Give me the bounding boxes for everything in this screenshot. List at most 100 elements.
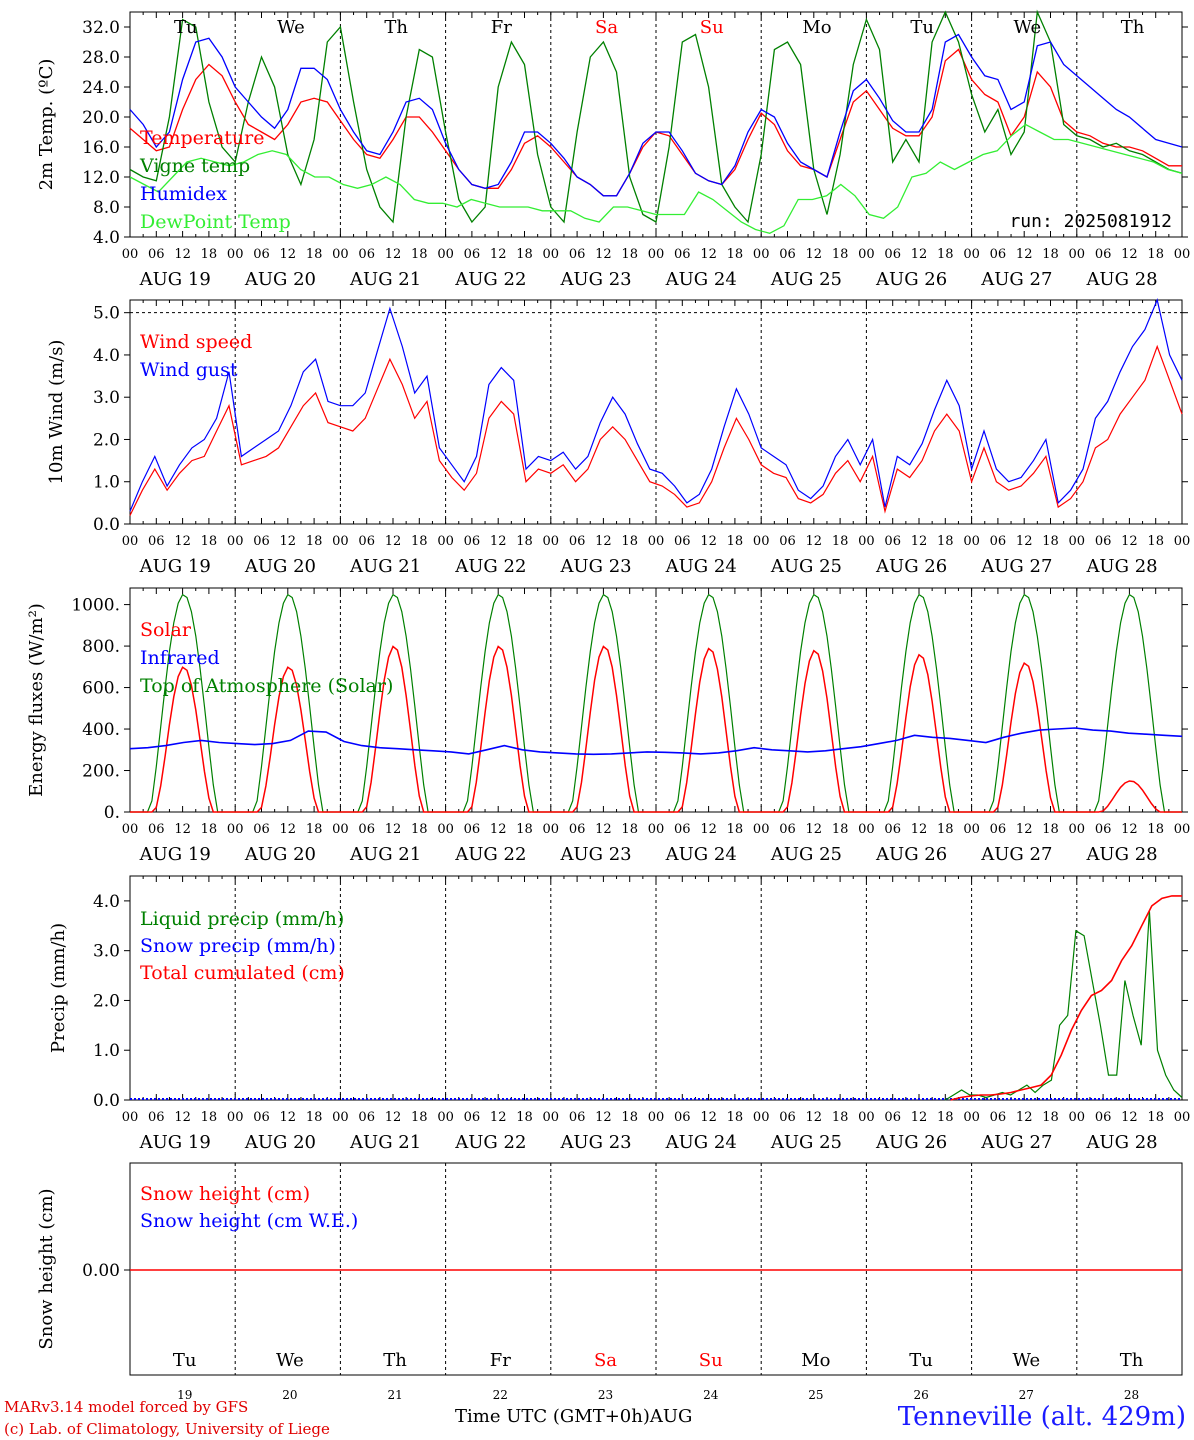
- x-hour-label: 12: [280, 534, 297, 549]
- x-date-label: AUG 23: [559, 556, 631, 577]
- x-hour-label: 12: [385, 247, 402, 262]
- x-hour-label: 00: [543, 534, 560, 549]
- x-date-label: AUG 25: [770, 844, 842, 865]
- x-hour-label: 00: [753, 1110, 770, 1125]
- x-hour-label: 00: [753, 822, 770, 837]
- x-hour-label: 00: [1174, 822, 1191, 837]
- weekday-label: We: [276, 1350, 304, 1371]
- series-line: [129, 123, 1183, 234]
- x-date-label: AUG 19: [139, 269, 211, 290]
- x-hour-label: 12: [1121, 1110, 1138, 1125]
- x-date-label: AUG 20: [244, 269, 316, 290]
- x-hour-label: 00: [122, 534, 139, 549]
- x-hour-label: 00: [227, 534, 244, 549]
- x-hour-label: 06: [779, 247, 796, 262]
- x-date-label: AUG 22: [454, 844, 526, 865]
- legend-entry: Wind gust: [140, 359, 238, 381]
- x-hour-label: 12: [911, 822, 928, 837]
- series-line: [950, 895, 1182, 1101]
- y-tick-label: 1.0: [93, 1041, 120, 1061]
- x-hour-label: 00: [1174, 247, 1191, 262]
- series-line: [129, 9, 1183, 224]
- weekday-label: Sa: [595, 17, 618, 38]
- weekday-label: Th: [384, 17, 408, 38]
- x-hour-label: 00: [648, 1110, 665, 1125]
- day-number-label: 22: [493, 1388, 508, 1402]
- x-hour-label: 00: [332, 1110, 349, 1125]
- x-hour-label: 18: [727, 822, 744, 837]
- x-hour-label: 06: [464, 534, 481, 549]
- location-title: Tenneville (alt. 429m): [897, 1402, 1186, 1432]
- x-hour-label: 18: [516, 1110, 533, 1125]
- y-tick-label: 400.: [82, 720, 120, 740]
- x-hour-label: 06: [148, 822, 165, 837]
- series-line: [129, 33, 1183, 197]
- x-hour-label: 00: [858, 247, 875, 262]
- x-hour-label: 00: [543, 1110, 560, 1125]
- y-tick-label: 32.0: [82, 18, 120, 38]
- x-hour-label: 12: [806, 534, 823, 549]
- y-tick-label: 800.: [82, 637, 120, 657]
- x-date-label: AUG 22: [454, 556, 526, 577]
- weekday-label: Mo: [802, 17, 831, 38]
- x-hour-label: 12: [174, 1110, 191, 1125]
- x-date-label: AUG 19: [139, 844, 211, 865]
- x-date-label: AUG 21: [349, 844, 421, 865]
- x-hour-label: 00: [437, 1110, 454, 1125]
- x-hour-label: 06: [569, 534, 586, 549]
- x-hour-label: 00: [227, 822, 244, 837]
- x-date-label: AUG 22: [454, 269, 526, 290]
- y-axis-label: Precip (mm/h): [48, 923, 69, 1053]
- weekday-label: Mo: [801, 1350, 830, 1371]
- panel-4: 0.0 1.0 2.0 3.0 4.0 Precip (mm/h) Liquid preci…: [48, 875, 1190, 1153]
- x-hour-label: 00: [963, 247, 980, 262]
- x-date-label: AUG 25: [770, 269, 842, 290]
- x-hour-label: 06: [148, 534, 165, 549]
- y-tick-label: 20.0: [82, 108, 120, 128]
- x-hour-label: 18: [306, 822, 323, 837]
- x-hour-label: 00: [1069, 534, 1086, 549]
- x-hour-label: 18: [832, 822, 849, 837]
- y-axis-label: 2m Temp. (ºC): [36, 59, 57, 191]
- y-tick-label: 0.0: [93, 1091, 120, 1111]
- y-tick-label: 3.0: [93, 388, 120, 408]
- series-line: [129, 344, 1183, 516]
- x-hour-label: 00: [332, 534, 349, 549]
- x-hour-label: 06: [779, 822, 796, 837]
- x-hour-label: 06: [569, 822, 586, 837]
- x-hour-label: 06: [884, 247, 901, 262]
- y-tick-label: 3.0: [93, 942, 120, 962]
- x-hour-label: 12: [174, 822, 191, 837]
- x-hour-label: 06: [253, 822, 270, 837]
- y-tick-label: 4.0: [93, 892, 120, 912]
- x-hour-label: 06: [990, 534, 1007, 549]
- y-axis-label: 10m Wind (m/s): [46, 340, 67, 485]
- x-hour-label: 18: [201, 247, 218, 262]
- x-date-label: AUG 27: [980, 1132, 1052, 1153]
- day-number-label: 23: [598, 1388, 613, 1402]
- x-date-label: AUG 28: [1085, 1132, 1157, 1153]
- x-date-label: AUG 20: [244, 844, 316, 865]
- x-hour-label: 18: [937, 822, 954, 837]
- x-hour-label: 06: [358, 247, 375, 262]
- x-hour-label: 12: [595, 822, 612, 837]
- x-hour-label: 06: [569, 247, 586, 262]
- x-hour-label: 06: [674, 534, 691, 549]
- x-hour-label: 12: [806, 822, 823, 837]
- x-hour-label: 12: [1016, 534, 1033, 549]
- panel-5: 0.00 Snow height (cm) Snow height (cm) Snow…: [36, 1162, 1183, 1402]
- x-hour-label: 00: [858, 822, 875, 837]
- x-hour-label: 18: [621, 1110, 638, 1125]
- x-hour-label: 12: [174, 534, 191, 549]
- x-hour-label: 18: [727, 247, 744, 262]
- legend-entry: Wind speed: [140, 331, 252, 353]
- x-date-label: AUG 24: [665, 1132, 737, 1153]
- x-hour-label: 18: [306, 247, 323, 262]
- panel-3: 0. 200. 400. 600. 800. 1000. Energy fluxes (W/…: [26, 587, 1191, 865]
- legend-entry: Snow height (cm W.E.): [140, 1210, 358, 1232]
- legend-entry: Solar: [140, 619, 192, 641]
- y-tick-label: 1000.: [71, 596, 120, 616]
- x-hour-label: 06: [253, 247, 270, 262]
- x-hour-label: 12: [280, 1110, 297, 1125]
- x-date-label: AUG 26: [875, 1132, 947, 1153]
